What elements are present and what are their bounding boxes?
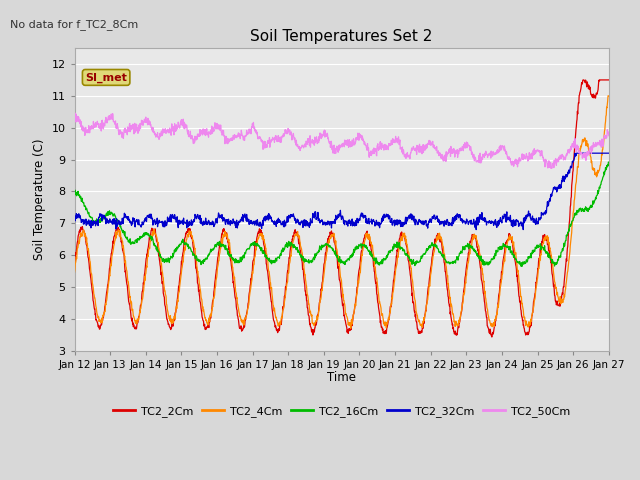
Text: SI_met: SI_met — [85, 72, 127, 83]
Legend: TC2_2Cm, TC2_4Cm, TC2_16Cm, TC2_32Cm, TC2_50Cm: TC2_2Cm, TC2_4Cm, TC2_16Cm, TC2_32Cm, TC… — [109, 402, 575, 421]
Title: Soil Temperatures Set 2: Soil Temperatures Set 2 — [250, 29, 433, 44]
Text: No data for f_TC2_8Cm: No data for f_TC2_8Cm — [10, 19, 139, 30]
X-axis label: Time: Time — [327, 371, 356, 384]
Y-axis label: Soil Temperature (C): Soil Temperature (C) — [33, 139, 46, 260]
